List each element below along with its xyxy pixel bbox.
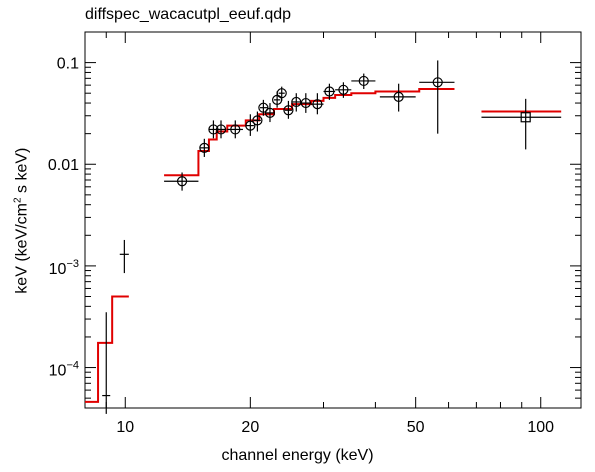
circle-marker <box>264 107 276 119</box>
y-axis-label-sup: 2 <box>12 196 24 203</box>
circle-marker <box>358 75 369 87</box>
data-point <box>311 93 324 115</box>
circle-marker <box>338 84 349 95</box>
model-histogram <box>85 87 562 403</box>
y-axis-label-main: keV (keV/cm <box>13 202 31 294</box>
data-points <box>102 60 562 414</box>
circle-marker <box>393 91 404 102</box>
data-point <box>199 138 210 157</box>
data-point <box>379 83 416 112</box>
data-point <box>119 239 129 274</box>
data-point <box>276 86 287 101</box>
axis-ticks <box>84 31 581 409</box>
circle-marker <box>312 99 323 110</box>
y-tick-label: 0.1 <box>57 56 79 73</box>
x-tick-label: 20 <box>241 419 259 436</box>
model-line <box>85 87 562 403</box>
x-tick-label: 100 <box>527 419 554 436</box>
circle-marker <box>258 102 269 113</box>
data-point <box>258 99 269 116</box>
data-point <box>164 172 199 191</box>
circle-marker <box>283 105 294 116</box>
x-axis-label: channel energy (keV) <box>221 447 374 464</box>
circle-marker <box>199 142 210 153</box>
circle-marker <box>176 176 188 187</box>
data-point <box>102 312 111 414</box>
circle-marker <box>276 88 287 99</box>
data-point <box>419 60 455 134</box>
y-tick-label: 10−3 <box>49 258 79 278</box>
data-point <box>245 114 256 136</box>
circle-marker <box>432 77 443 88</box>
data-point <box>252 111 263 132</box>
circle-marker <box>215 124 227 135</box>
chart-title: diffspec_wacacutpl_eeuf.qdp <box>85 6 292 23</box>
y-axis-label-tail: s keV) <box>13 147 31 197</box>
data-point <box>264 103 276 123</box>
data-point <box>335 82 352 98</box>
circle-marker <box>300 97 311 109</box>
plot-frame <box>84 31 582 409</box>
circle-marker <box>291 96 302 108</box>
y-tick-label: 0.01 <box>48 157 79 174</box>
circle-marker <box>245 120 256 131</box>
y-tick-label: 10−4 <box>49 360 79 380</box>
tick-labels: 10 20 50 100 10−4 10−3 0.01 0.1 <box>48 56 554 436</box>
data-point <box>323 83 336 100</box>
data-point <box>481 98 562 150</box>
circle-marker <box>324 86 335 97</box>
data-point <box>227 120 243 139</box>
circle-marker <box>230 124 241 135</box>
data-point <box>291 93 302 112</box>
y-axis-label: keV (keV/cm2 s keV) <box>12 147 31 293</box>
data-point <box>300 93 312 113</box>
circle-marker <box>252 115 263 126</box>
data-point <box>215 120 227 139</box>
x-tick-label: 50 <box>407 419 425 436</box>
square-marker <box>520 112 531 123</box>
x-tick-label: 10 <box>116 419 134 436</box>
data-point <box>351 73 376 89</box>
data-point <box>283 100 294 119</box>
